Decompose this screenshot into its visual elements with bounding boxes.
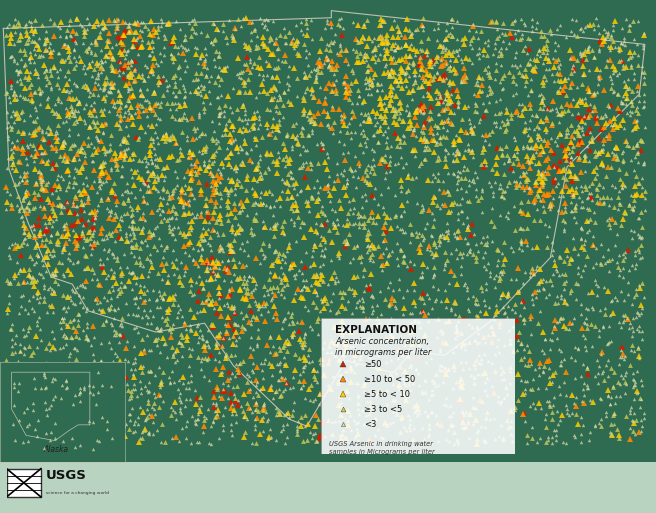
- Text: ≥10 to < 50: ≥10 to < 50: [364, 374, 415, 384]
- FancyBboxPatch shape: [321, 318, 515, 454]
- Text: <3: <3: [364, 420, 377, 428]
- Text: ≥5 to < 10: ≥5 to < 10: [364, 390, 410, 399]
- Text: science for a changing world: science for a changing world: [46, 490, 109, 495]
- Text: USGS Arsenic in drinking water: USGS Arsenic in drinking water: [329, 440, 433, 446]
- Text: in micrograms per liter: in micrograms per liter: [335, 348, 432, 357]
- Text: samples in Micrograms per liter: samples in Micrograms per liter: [329, 448, 435, 455]
- Text: Arsenic concentration,: Arsenic concentration,: [335, 337, 429, 346]
- Text: USGS: USGS: [46, 469, 87, 482]
- Text: Alaska: Alaska: [43, 445, 69, 453]
- Text: ≥3 to <5: ≥3 to <5: [364, 405, 402, 413]
- FancyBboxPatch shape: [7, 469, 41, 497]
- Text: ≥50: ≥50: [364, 360, 382, 369]
- Text: EXPLANATION: EXPLANATION: [335, 325, 417, 335]
